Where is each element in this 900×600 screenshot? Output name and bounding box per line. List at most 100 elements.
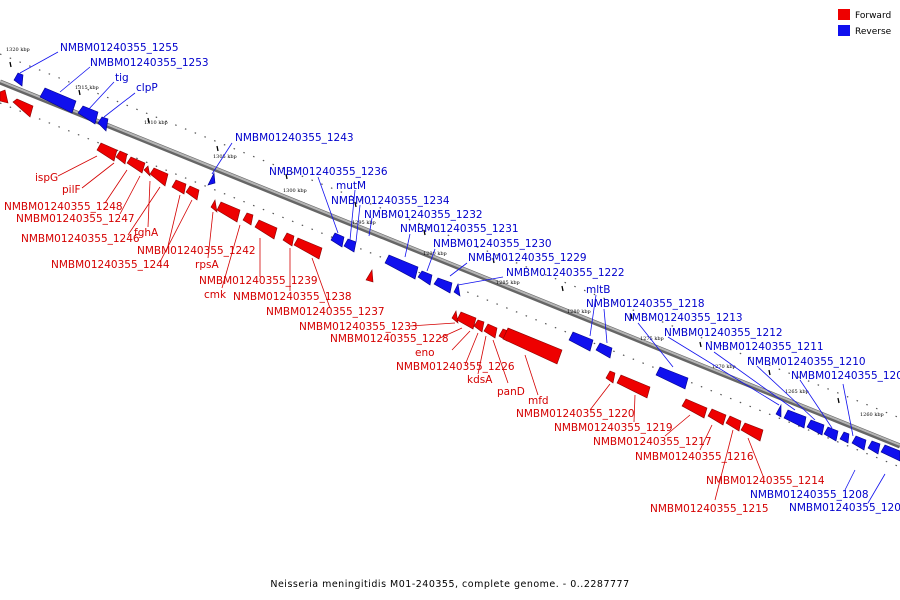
gene-label: kdsA (467, 374, 493, 386)
gene-block[interactable] (293, 237, 323, 260)
gene-block[interactable] (839, 431, 850, 444)
tick-mark (699, 341, 702, 348)
leader-line (842, 383, 854, 437)
gene-block[interactable] (502, 327, 563, 365)
dotted-tracks (0, 53, 900, 468)
tick-label: 1270 kbp (712, 364, 736, 370)
leader-line (664, 414, 691, 437)
gene-label: NMBM01240355_1212 (664, 327, 783, 339)
gene-block[interactable] (605, 370, 616, 384)
gene-block[interactable] (806, 419, 825, 436)
gene-label: NMBM01240355_1217 (593, 436, 712, 448)
tick-label: 1285 kbp (496, 280, 520, 286)
gene-block[interactable] (473, 319, 485, 333)
tick-mark (147, 117, 150, 124)
dotted-track-lower (0, 102, 900, 468)
leader-line (81, 162, 115, 189)
gene-block[interactable] (417, 270, 433, 286)
gene-block[interactable] (126, 156, 146, 174)
gene-block[interactable] (880, 444, 900, 462)
gene-label: NMBM01240355_1231 (400, 223, 519, 235)
gene-block[interactable] (740, 422, 764, 442)
backbone-highlight (0, 80, 900, 446)
gene-label: NMBM01240355_1232 (364, 209, 483, 221)
gene-label: NMBM01240355_1242 (137, 245, 256, 257)
dotted-track-upper (0, 53, 900, 419)
tick-mark (630, 313, 633, 320)
legend-forward-swatch (838, 9, 850, 20)
gene-block[interactable] (242, 212, 254, 226)
gene-block[interactable] (595, 342, 613, 359)
gene-label: NMBM01240355_1234 (331, 195, 450, 207)
leader-line (104, 169, 128, 204)
leader-line (477, 335, 487, 375)
gene-block[interactable] (775, 403, 782, 418)
gene-block[interactable] (823, 426, 839, 442)
gene-label: NMBM01240355_1220 (516, 408, 635, 420)
gene-block[interactable] (365, 269, 374, 283)
gene-block[interactable] (681, 398, 708, 419)
gene-block[interactable] (851, 435, 867, 451)
gene-label: NMBM01240355_1218 (586, 298, 705, 310)
gene-block[interactable] (77, 105, 99, 125)
gene-block[interactable] (867, 440, 881, 455)
leader-line (207, 211, 214, 259)
gene-block[interactable] (616, 374, 651, 399)
gene-block[interactable] (433, 277, 453, 294)
gene-label: NMBM01240355_1244 (51, 259, 170, 271)
leader-line (756, 365, 816, 421)
gene-block[interactable] (725, 415, 742, 432)
leader-line (867, 473, 886, 504)
leader-line (211, 142, 233, 175)
gene-block[interactable] (143, 165, 151, 177)
leader-line (59, 66, 91, 93)
gene-block[interactable] (115, 150, 128, 165)
gene-block[interactable] (707, 408, 727, 426)
gene-block[interactable] (12, 98, 34, 118)
leader-line (426, 248, 436, 272)
gene-block[interactable] (96, 142, 118, 162)
gene-block[interactable] (13, 72, 24, 87)
gene-block[interactable] (655, 366, 689, 390)
gene-block[interactable] (384, 254, 419, 280)
tick-label: 1260 kbp (860, 412, 884, 418)
gene-label: NMBM01240355_1207 (789, 502, 900, 514)
leader-line (714, 429, 734, 501)
leader-line (355, 204, 361, 243)
gene-block[interactable] (171, 179, 187, 195)
gene-block[interactable] (282, 232, 295, 247)
gene-label: NMBM01240355_1233 (299, 321, 418, 333)
gene-block[interactable] (330, 232, 345, 248)
gene-block[interactable] (207, 171, 216, 186)
gene-block[interactable] (216, 201, 241, 223)
tick-mark (78, 89, 81, 96)
leader-line (449, 262, 468, 277)
gene-block[interactable] (453, 283, 461, 297)
gene-label: NMBM01240355_1238 (233, 291, 352, 303)
gene-block[interactable] (0, 89, 9, 104)
gene-block[interactable] (210, 199, 218, 213)
gene-label: NMBM01240355_1210 (747, 356, 866, 368)
gene-block[interactable] (451, 310, 459, 324)
gene-label: NMBM01240355_1239 (199, 275, 318, 287)
tick-label: 1265 kbp (785, 389, 809, 395)
leader-line (699, 424, 713, 451)
legend: Forward Reverse (838, 9, 892, 37)
leader-line (119, 175, 141, 215)
leader-line (457, 276, 504, 286)
gene-block[interactable] (783, 409, 807, 429)
gene-block[interactable] (185, 185, 200, 201)
tick-mark (285, 173, 288, 180)
gene-block[interactable] (149, 167, 169, 187)
gene-block[interactable] (483, 323, 498, 339)
gene-block[interactable] (97, 116, 109, 132)
gene-block[interactable] (568, 331, 594, 352)
gene-block[interactable] (254, 219, 278, 240)
gene-label: tig (115, 72, 129, 84)
gene-block[interactable] (39, 87, 77, 114)
gene-label: NMBM01240355_1246 (21, 233, 140, 245)
legend-reverse-label: Reverse (855, 27, 892, 37)
gene-block[interactable] (456, 311, 477, 330)
gene-block[interactable] (343, 238, 357, 253)
gene-label: NMBM01240355_1253 (90, 57, 209, 69)
